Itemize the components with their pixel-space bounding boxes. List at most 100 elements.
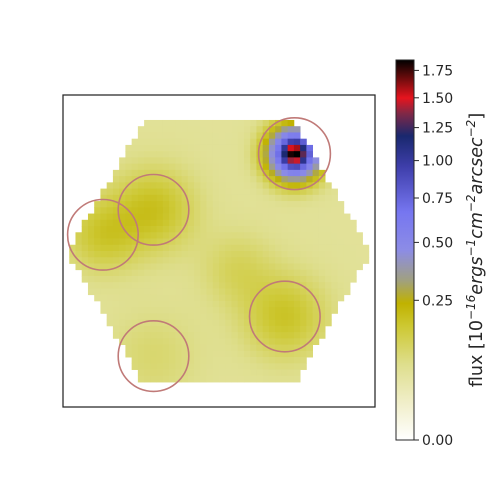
- map-pixel: [306, 282, 313, 289]
- map-pixel: [131, 138, 139, 146]
- map-pixel: [131, 213, 139, 221]
- map-pixel: [325, 244, 332, 252]
- map-pixel: [256, 325, 264, 333]
- map-pixel: [137, 226, 145, 233]
- map-pixel: [125, 338, 133, 345]
- map-pixel: [137, 144, 145, 152]
- map-pixel: [119, 319, 126, 327]
- map-pixel: [287, 325, 295, 333]
- map-pixel: [169, 369, 176, 377]
- map-pixel: [337, 226, 345, 233]
- map-pixel: [144, 213, 151, 221]
- map-pixel: [212, 307, 220, 314]
- map-pixel: [350, 232, 357, 239]
- map-pixel: [237, 163, 245, 171]
- map-pixel: [156, 138, 164, 146]
- map-pixel: [212, 344, 220, 352]
- map-pixel: [293, 263, 301, 271]
- map-pixel: [318, 282, 326, 289]
- aperture-circle-s3: [66, 198, 140, 271]
- map-pixel: [125, 332, 133, 339]
- map-pixel: [275, 119, 282, 127]
- map-pixel: [137, 132, 145, 140]
- map-pixel: [200, 350, 207, 358]
- map-pixel: [119, 332, 126, 339]
- map-pixel: [137, 275, 145, 283]
- map-pixel: [350, 238, 357, 246]
- map-pixel: [144, 157, 151, 165]
- map-pixel: [181, 307, 189, 314]
- map-pixel: [112, 232, 120, 239]
- map-pixel: [275, 300, 282, 308]
- map-pixel: [150, 294, 157, 302]
- map-pixel: [256, 244, 264, 252]
- map-pixel: [262, 151, 270, 158]
- map-pixel: [81, 275, 89, 283]
- map-pixel: [219, 194, 226, 202]
- map-pixel: [262, 325, 270, 333]
- map-pixel: [156, 269, 164, 277]
- map-pixel: [106, 282, 114, 289]
- map-pixel: [312, 288, 320, 296]
- map-pixel: [293, 157, 301, 165]
- map-pixel: [181, 182, 189, 189]
- map-pixel: [225, 263, 232, 271]
- map-pixel: [150, 338, 157, 345]
- map-pixel: [300, 194, 307, 202]
- map-pixel: [150, 300, 157, 308]
- map-pixel: [194, 325, 201, 333]
- map-pixel: [175, 263, 182, 271]
- map-pixel: [219, 357, 226, 364]
- map-pixel: [144, 219, 151, 227]
- map-pixel: [318, 169, 326, 177]
- map-pixel: [137, 344, 145, 352]
- map-pixel: [262, 182, 270, 189]
- map-pixel: [100, 251, 108, 258]
- map-pixel: [87, 282, 95, 289]
- map-pixel: [268, 144, 276, 152]
- map-pixel: [169, 269, 176, 277]
- map-pixel: [106, 188, 114, 196]
- map-pixel: [268, 126, 276, 133]
- map-pixel: [237, 375, 245, 383]
- map-pixel: [337, 288, 345, 296]
- map-pixel: [287, 194, 295, 202]
- map-pixel: [131, 188, 139, 196]
- map-pixel: [137, 207, 145, 214]
- map-pixel: [231, 325, 239, 333]
- map-pixel: [293, 207, 301, 214]
- map-pixel: [337, 232, 345, 239]
- map-pixel: [256, 307, 264, 314]
- map-pixel: [287, 182, 295, 189]
- map-pixel: [175, 138, 182, 146]
- map-pixel: [150, 138, 157, 146]
- map-pixel: [243, 275, 251, 283]
- map-pixel: [318, 313, 326, 321]
- map-pixel: [293, 375, 301, 383]
- map-pixel: [131, 201, 139, 208]
- map-pixel: [137, 332, 145, 339]
- map-pixel: [325, 238, 332, 246]
- map-pixel: [187, 138, 195, 146]
- map-pixel: [287, 300, 295, 308]
- map-pixel: [262, 332, 270, 339]
- map-pixel: [181, 213, 189, 221]
- map-pixel: [312, 194, 320, 202]
- map-pixel: [243, 138, 251, 146]
- map-pixel: [237, 269, 245, 277]
- map-pixel: [219, 307, 226, 314]
- map-pixel: [287, 275, 295, 283]
- map-pixel: [144, 188, 151, 196]
- map-pixel: [156, 226, 164, 233]
- map-pixel: [112, 300, 120, 308]
- map-pixel: [275, 138, 282, 146]
- map-pixel: [262, 350, 270, 358]
- map-pixel: [206, 144, 214, 152]
- map-pixel: [262, 369, 270, 377]
- map-pixel: [256, 201, 264, 208]
- map-pixel: [237, 119, 245, 127]
- map-pixel: [81, 226, 89, 233]
- map-pixel: [162, 375, 170, 383]
- map-pixel: [175, 282, 182, 289]
- map-pixel: [206, 332, 214, 339]
